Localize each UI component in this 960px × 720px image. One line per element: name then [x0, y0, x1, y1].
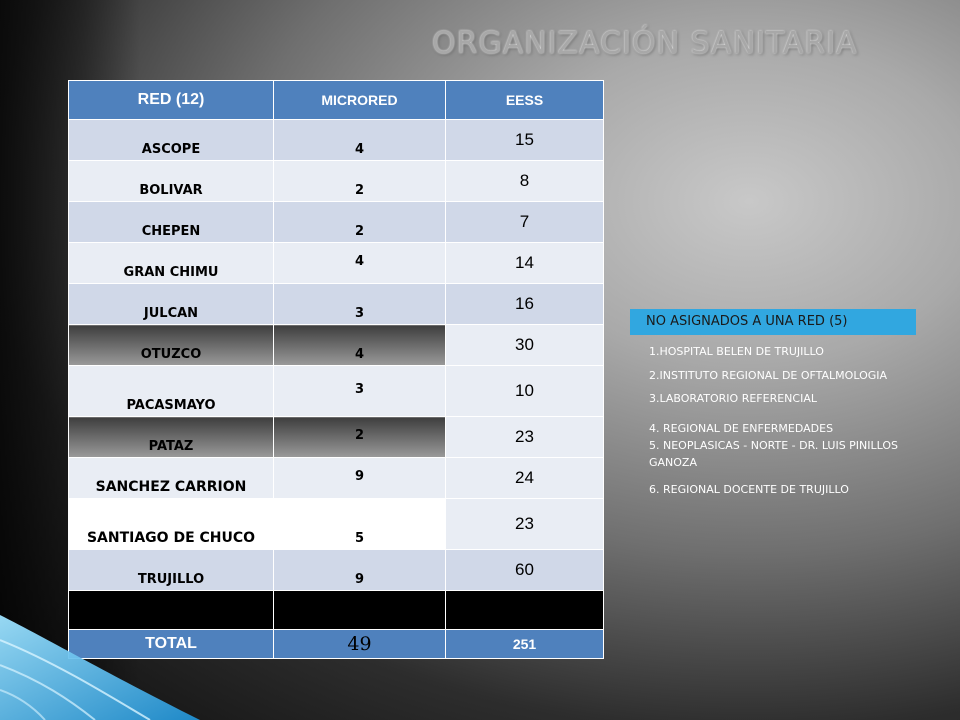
red-name: OTUZCO	[68, 324, 274, 366]
microred-count: 2	[273, 160, 446, 202]
red-name: GRAN CHIMU	[68, 242, 274, 284]
microred-count: 3	[273, 283, 446, 325]
eess-count: 14	[445, 242, 604, 284]
empty-cell	[68, 590, 274, 630]
eess-count: 15	[445, 119, 604, 161]
microred-count: 2	[273, 201, 446, 243]
microred-count: 4	[273, 119, 446, 161]
table-row: PATAZ 2 23	[68, 416, 604, 458]
table-row: SANCHEZ CARRION 9 24	[68, 457, 604, 499]
unassigned-item: 3.LABORATORIO REFERENCIAL	[649, 392, 817, 405]
red-name: SANTIAGO DE CHUCO	[68, 498, 274, 550]
table-row: GRAN CHIMU 4 14	[68, 242, 604, 284]
microred-count: 9	[273, 457, 446, 499]
eess-count: 8	[445, 160, 604, 202]
table-row: OTUZCO 4 30	[68, 324, 604, 366]
total-microred: 49	[273, 629, 446, 659]
unassigned-item: 6. REGIONAL DOCENTE DE TRUJILLO	[649, 483, 849, 496]
red-name: TRUJILLO	[68, 549, 274, 591]
table-header-row: RED (12) MICRORED EESS	[68, 80, 604, 120]
empty-black-row	[68, 590, 604, 630]
empty-cell	[445, 590, 604, 630]
total-label: TOTAL	[68, 629, 274, 659]
microred-count: 2	[273, 416, 446, 458]
table-row: PACASMAYO 3 10	[68, 365, 604, 417]
eess-count: 7	[445, 201, 604, 243]
eess-count: 60	[445, 549, 604, 591]
microred-count: 4	[273, 324, 446, 366]
table-row: CHEPEN 2 7	[68, 201, 604, 243]
eess-count: 24	[445, 457, 604, 499]
table-row: SANTIAGO DE CHUCO 5 23	[68, 498, 604, 550]
unassigned-item: 1.HOSPITAL BELEN DE TRUJILLO	[649, 345, 824, 358]
red-name: BOLIVAR	[68, 160, 274, 202]
microred-count: 9	[273, 549, 446, 591]
table-row: TRUJILLO 9 60	[68, 549, 604, 591]
empty-cell	[273, 590, 446, 630]
eess-count: 23	[445, 416, 604, 458]
total-row: TOTAL 49 251	[68, 629, 604, 659]
eess-count: 30	[445, 324, 604, 366]
microred-count: 3	[273, 365, 446, 417]
header-eess: EESS	[445, 80, 604, 120]
unassigned-item: 4. REGIONAL DE ENFERMEDADES	[649, 422, 834, 435]
eess-count: 23	[445, 498, 604, 550]
red-name: JULCAN	[68, 283, 274, 325]
unassigned-title: NO ASIGNADOS A UNA RED (5)	[630, 309, 916, 335]
microred-count: 4	[273, 242, 446, 284]
table-row: JULCAN 3 16	[68, 283, 604, 325]
red-name: PATAZ	[68, 416, 274, 458]
unassigned-item: 2.INSTITUTO REGIONAL DE OFTALMOLOGIA	[649, 369, 888, 382]
header-red: RED (12)	[68, 80, 274, 120]
unassigned-item: 5. NEOPLASICAS - NORTE - DR. LUIS PINILL…	[649, 439, 899, 469]
eess-count: 16	[445, 283, 604, 325]
total-eess: 251	[445, 629, 604, 659]
eess-count: 10	[445, 365, 604, 417]
red-table: RED (12) MICRORED EESS ASCOPE 4 15 BOLIV…	[68, 80, 604, 659]
table-row: ASCOPE 4 15	[68, 119, 604, 161]
red-name: PACASMAYO	[68, 365, 274, 417]
microred-count: 5	[273, 498, 446, 550]
header-microred: MICRORED	[273, 80, 446, 120]
red-name: ASCOPE	[68, 119, 274, 161]
table-row: BOLIVAR 2 8	[68, 160, 604, 202]
page-title: ORGANIZACIÓN SANITARIA	[432, 26, 858, 61]
red-name: CHEPEN	[68, 201, 274, 243]
red-name: SANCHEZ CARRION	[68, 457, 274, 499]
